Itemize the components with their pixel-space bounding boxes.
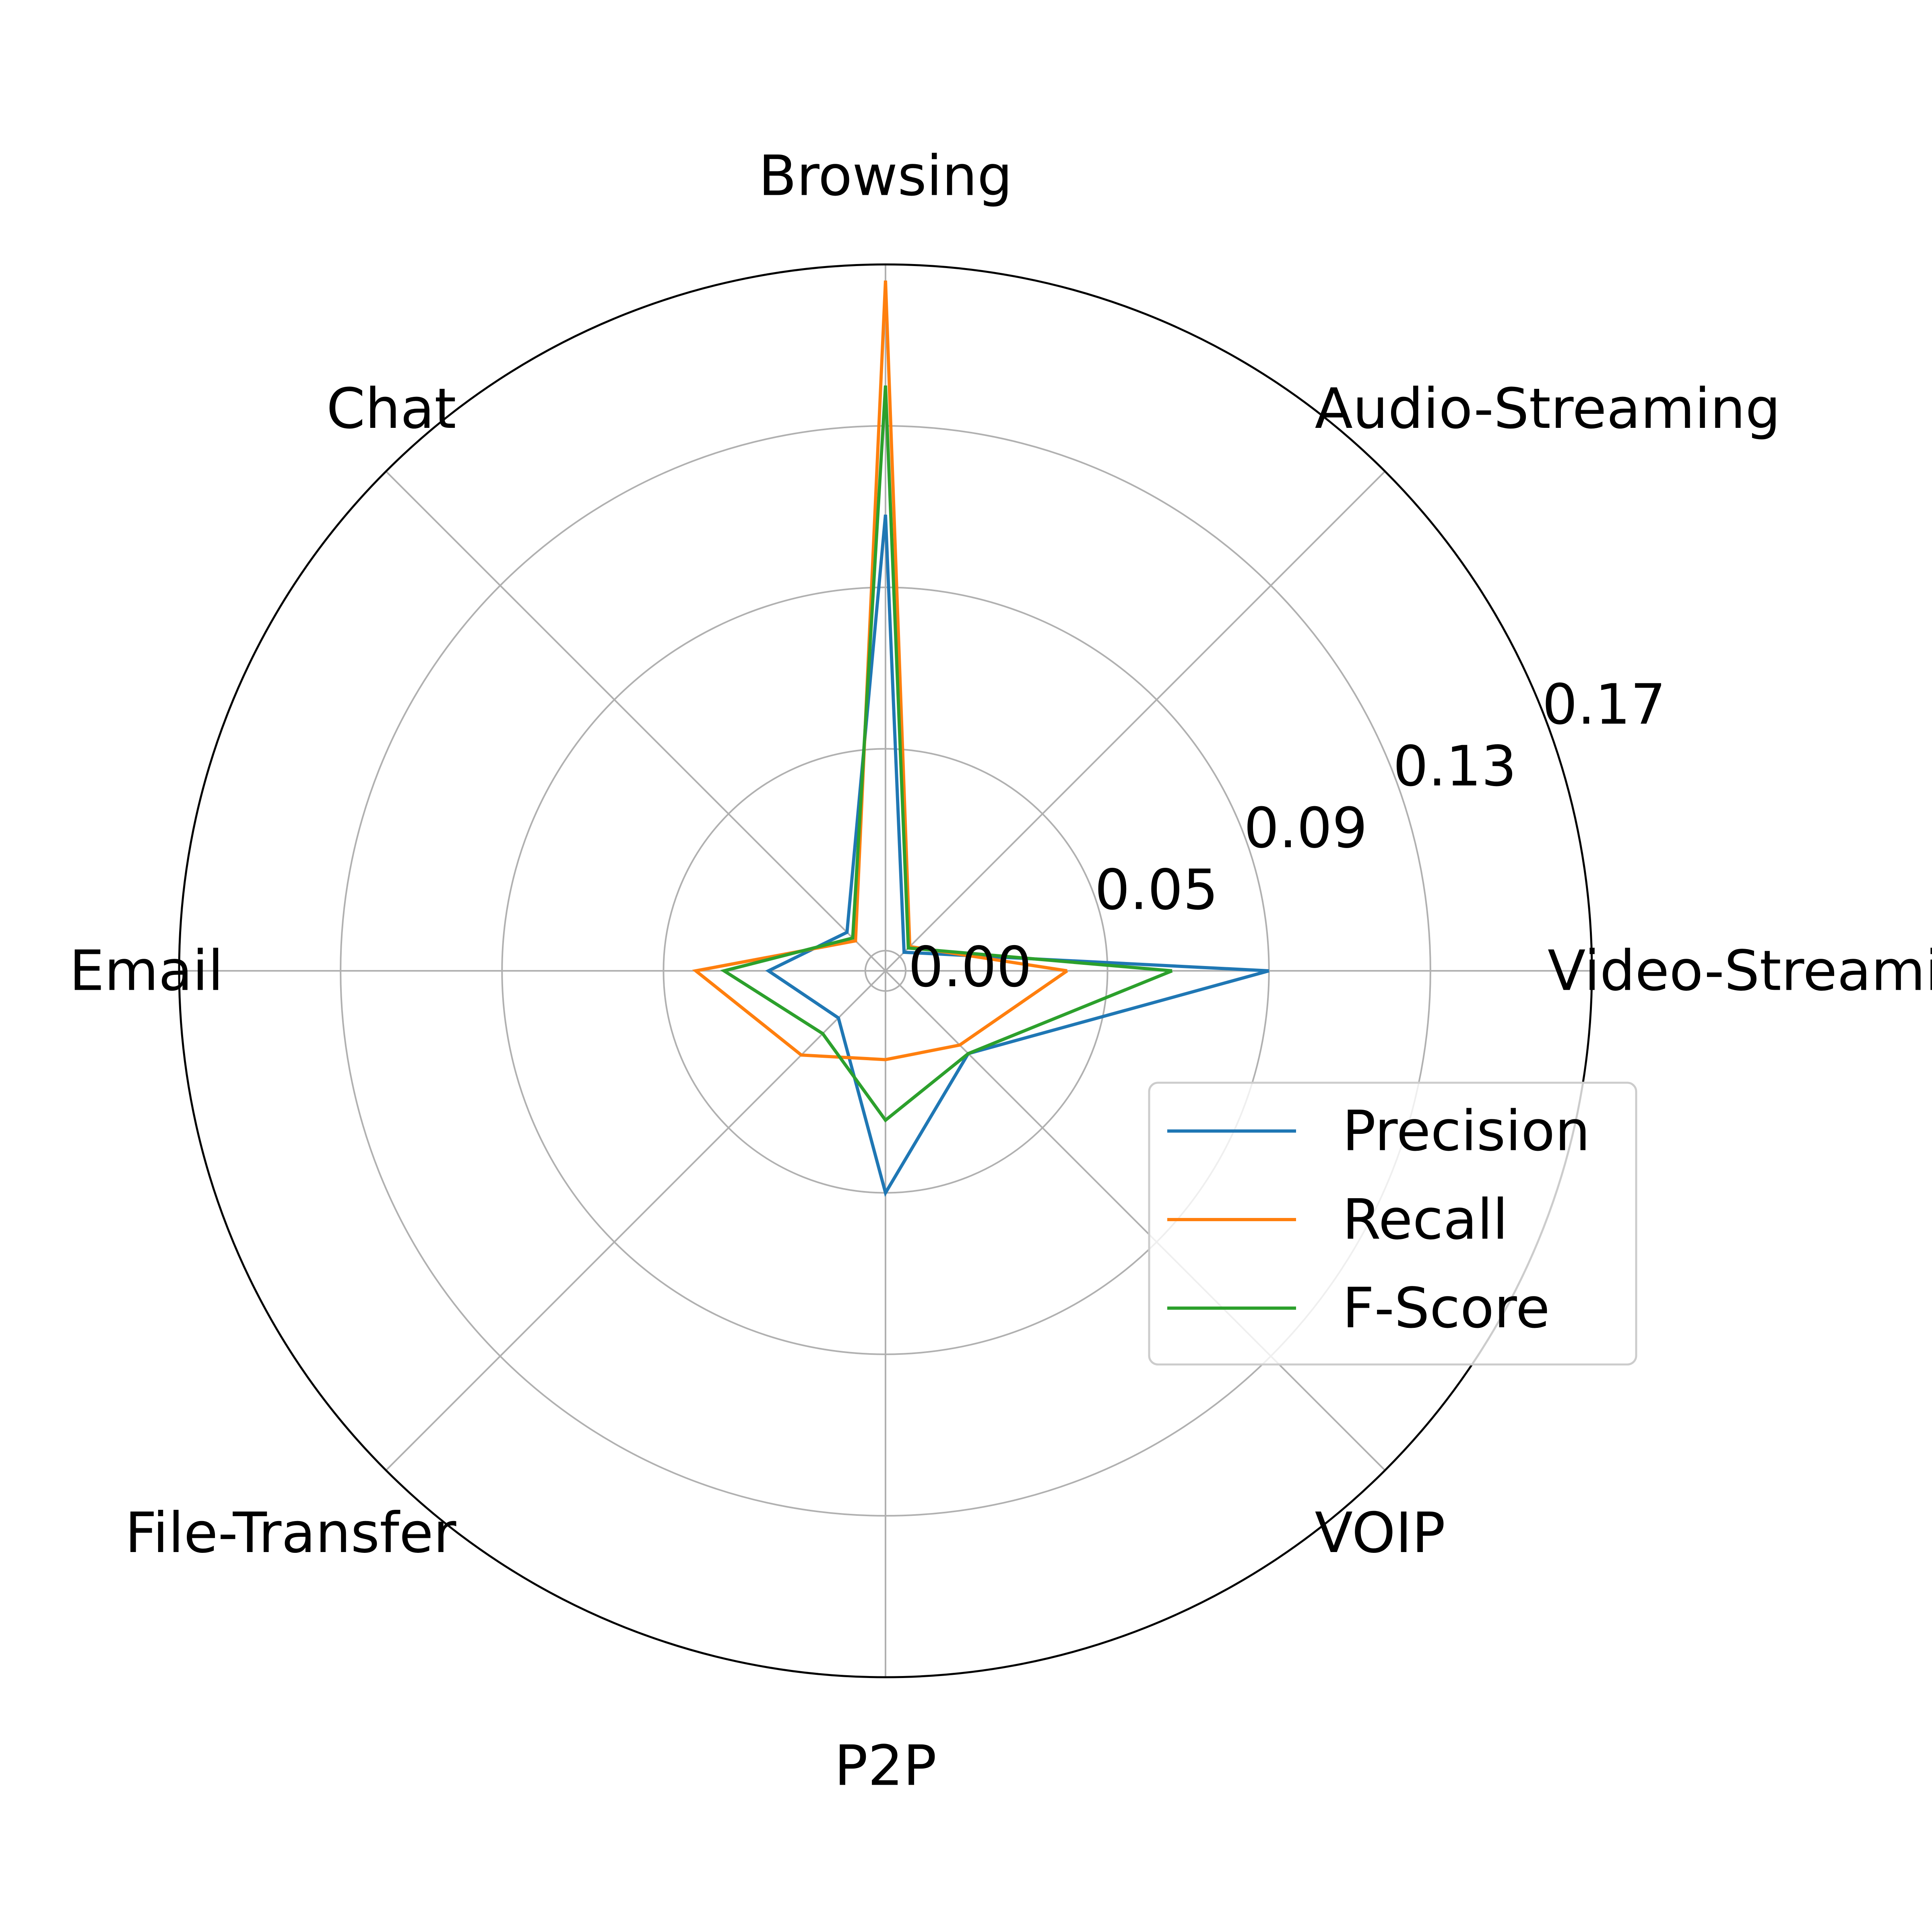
category-label-p2p: P2P <box>834 1734 937 1798</box>
category-label-audio-streaming: Audio-Streaming <box>1315 376 1781 441</box>
spoke-1 <box>885 471 1386 972</box>
category-label-voip: VOIP <box>1315 1501 1446 1565</box>
legend-label-precision: Precision <box>1342 1099 1590 1164</box>
legend-label-f-score: F-Score <box>1342 1276 1550 1341</box>
legend-box <box>1148 1082 1637 1366</box>
radial-tick-label-1: 0.05 <box>1095 857 1218 922</box>
series-line-precision <box>765 514 1269 1197</box>
radial-tick-label-2: 0.09 <box>1244 796 1367 861</box>
radial-tick-labels: 0.00 0.05 0.09 0.13 0.17 <box>908 672 1666 999</box>
radial-tick-label-4: 0.17 <box>1542 672 1666 737</box>
category-label-browsing: Browsing <box>759 144 1013 208</box>
radial-tick-label-0: 0.00 <box>908 935 1032 999</box>
category-label-chat: Chat <box>326 376 456 441</box>
category-label-video-streaming: Video-Streaming <box>1548 939 1932 1003</box>
legend: Precision Recall F-Score <box>1148 1082 1637 1366</box>
legend-label-recall: Recall <box>1342 1187 1508 1252</box>
category-labels: Video-Streaming Audio-Streaming Browsing Ch… <box>69 144 1932 1798</box>
series-group <box>692 280 1269 1197</box>
radial-tick-label-3: 0.13 <box>1393 734 1517 799</box>
category-label-email: Email <box>69 939 223 1003</box>
category-label-file-transfer: File-Transfer <box>125 1501 456 1565</box>
angular-grid <box>179 264 1592 1677</box>
series-line-f-score <box>720 385 1173 1123</box>
polar-frame <box>178 263 1593 1678</box>
spoke-3 <box>385 471 886 972</box>
series-line-recall <box>692 280 1068 1061</box>
